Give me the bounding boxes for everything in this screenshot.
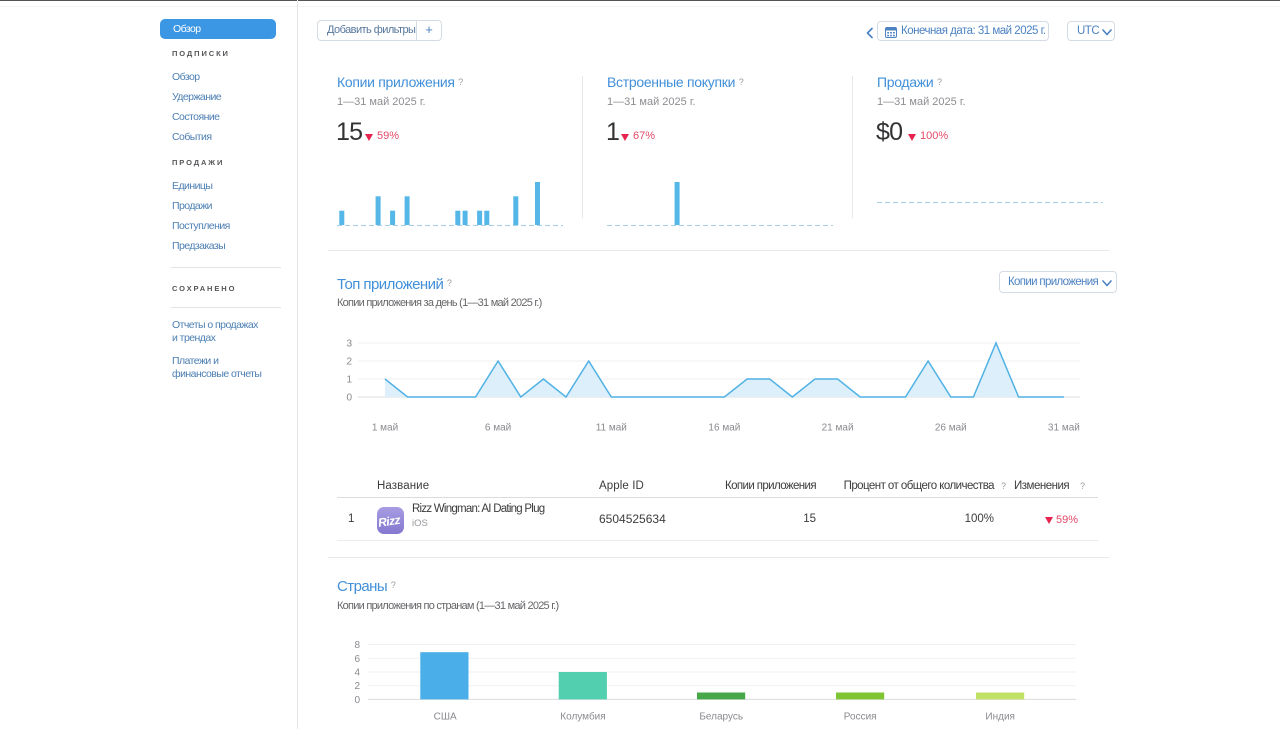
svg-text:4: 4	[354, 668, 360, 679]
svg-text:Индия: Индия	[985, 712, 1015, 723]
svg-text:8: 8	[354, 640, 360, 651]
svg-text:16 май: 16 май	[708, 423, 740, 434]
svg-text:1: 1	[346, 375, 352, 386]
svg-text:6: 6	[354, 654, 360, 665]
svg-text:2: 2	[354, 681, 360, 692]
svg-text:6 май: 6 май	[485, 423, 511, 434]
svg-text:26 май: 26 май	[935, 423, 967, 434]
svg-text:0: 0	[346, 393, 352, 404]
svg-text:3: 3	[346, 339, 352, 350]
svg-text:Беларусь: Беларусь	[699, 712, 743, 723]
svg-text:31 май: 31 май	[1048, 423, 1080, 434]
svg-text:2: 2	[346, 357, 352, 368]
svg-text:Россия: Россия	[844, 712, 877, 723]
svg-text:0: 0	[354, 695, 360, 706]
svg-text:11 май: 11 май	[596, 423, 627, 434]
svg-text:США: США	[434, 712, 457, 723]
svg-text:1 май: 1 май	[372, 423, 398, 434]
svg-text:Колумбия: Колумбия	[560, 711, 605, 723]
svg-text:21 май: 21 май	[822, 423, 854, 434]
